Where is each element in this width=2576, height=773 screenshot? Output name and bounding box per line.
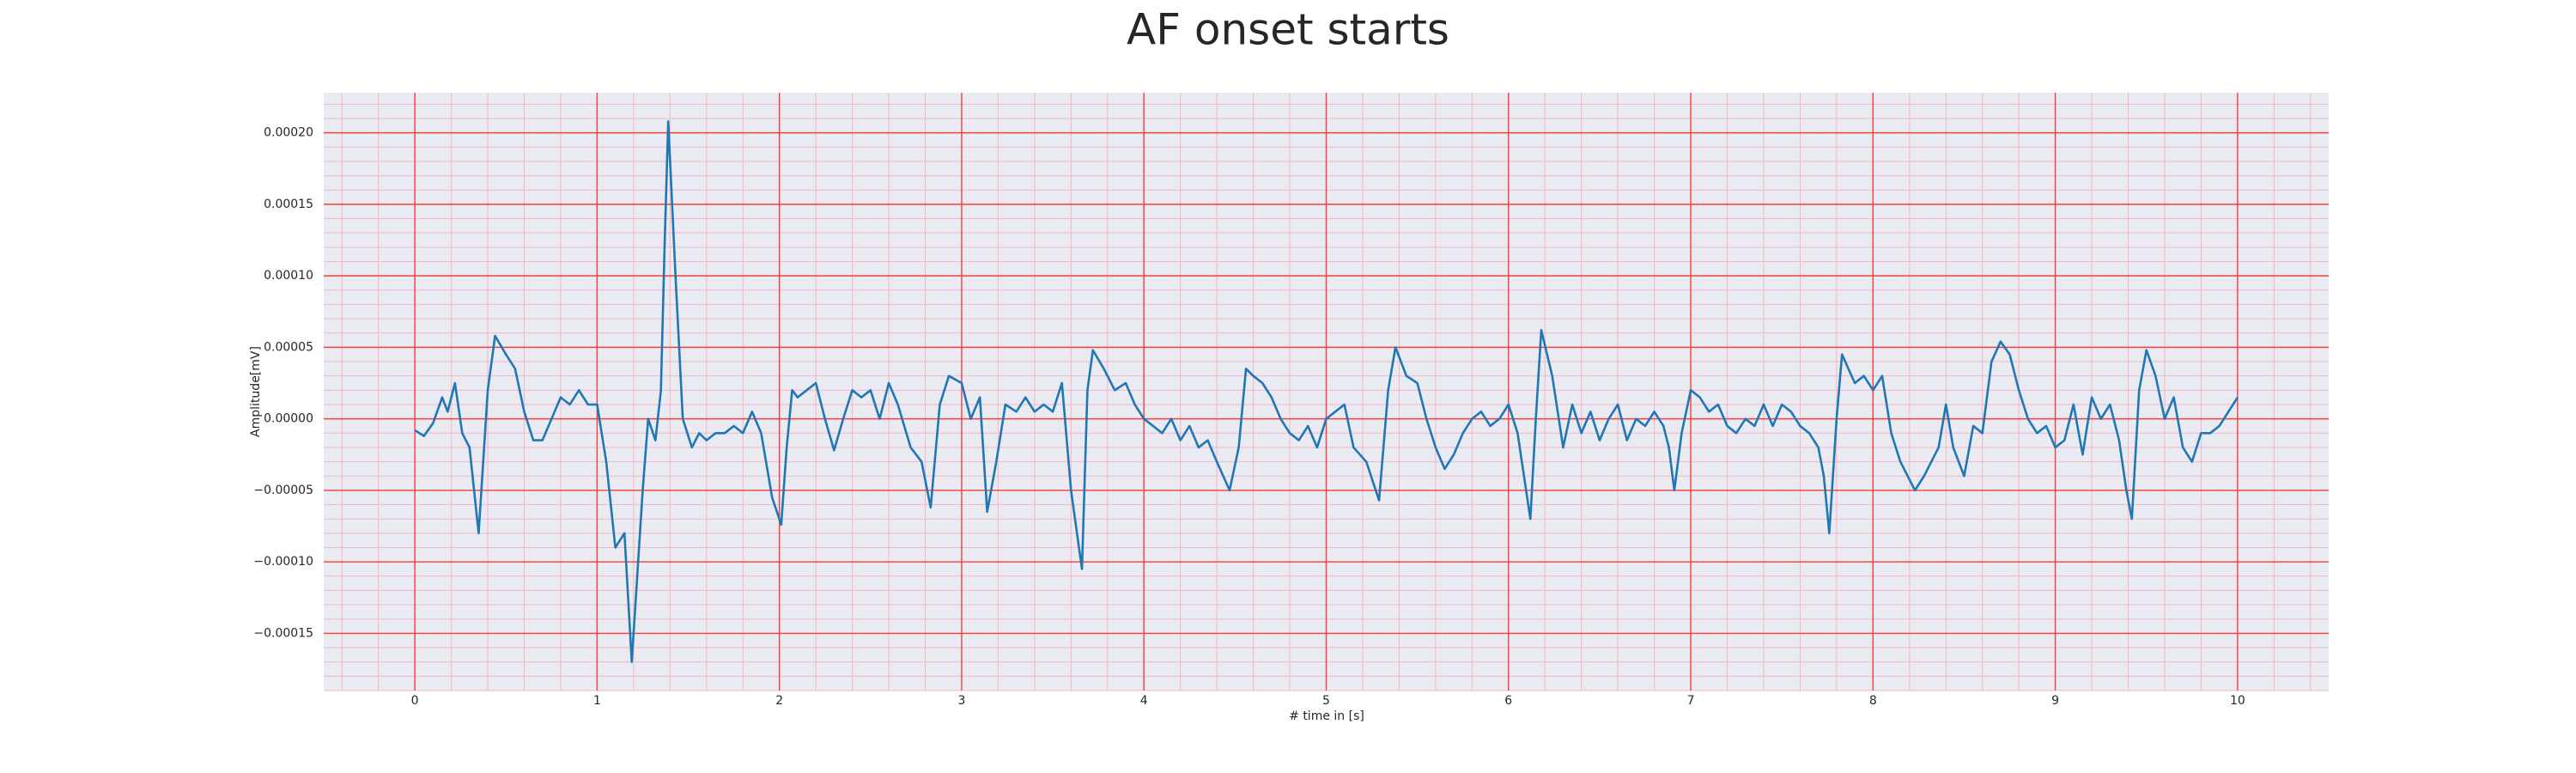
chart-title: AF onset starts	[1127, 5, 1449, 55]
x-tick-label: 9	[2051, 694, 2059, 708]
y-tick-label: −0.00010	[253, 555, 313, 569]
x-tick-label: 4	[1140, 694, 1148, 708]
y-tick-label: −0.00015	[253, 626, 313, 640]
y-tick-label: 0.00000	[264, 412, 313, 426]
y-axis-label: Amplitude[mV]	[249, 346, 263, 437]
x-tick-label: 1	[593, 694, 601, 708]
x-tick-label: 8	[1869, 694, 1877, 708]
x-tick-label: 3	[957, 694, 965, 708]
x-tick-label: 6	[1504, 694, 1512, 708]
y-tick-label: 0.00005	[264, 340, 313, 354]
y-tick-label: 0.00020	[264, 126, 313, 140]
y-tick-label: −0.00005	[253, 484, 313, 497]
x-axis-label: # time in [s]	[1289, 709, 1364, 723]
x-tick-label: 7	[1687, 694, 1695, 708]
x-tick-label: 2	[775, 694, 783, 708]
x-tick-label: 0	[411, 694, 419, 708]
x-tick-label: 10	[2230, 694, 2245, 708]
grid	[324, 93, 2329, 691]
y-tick-label: 0.00015	[264, 198, 313, 211]
x-tick-label: 5	[1322, 694, 1330, 708]
line-series	[414, 120, 2239, 663]
y-tick-label: 0.00010	[264, 269, 313, 283]
